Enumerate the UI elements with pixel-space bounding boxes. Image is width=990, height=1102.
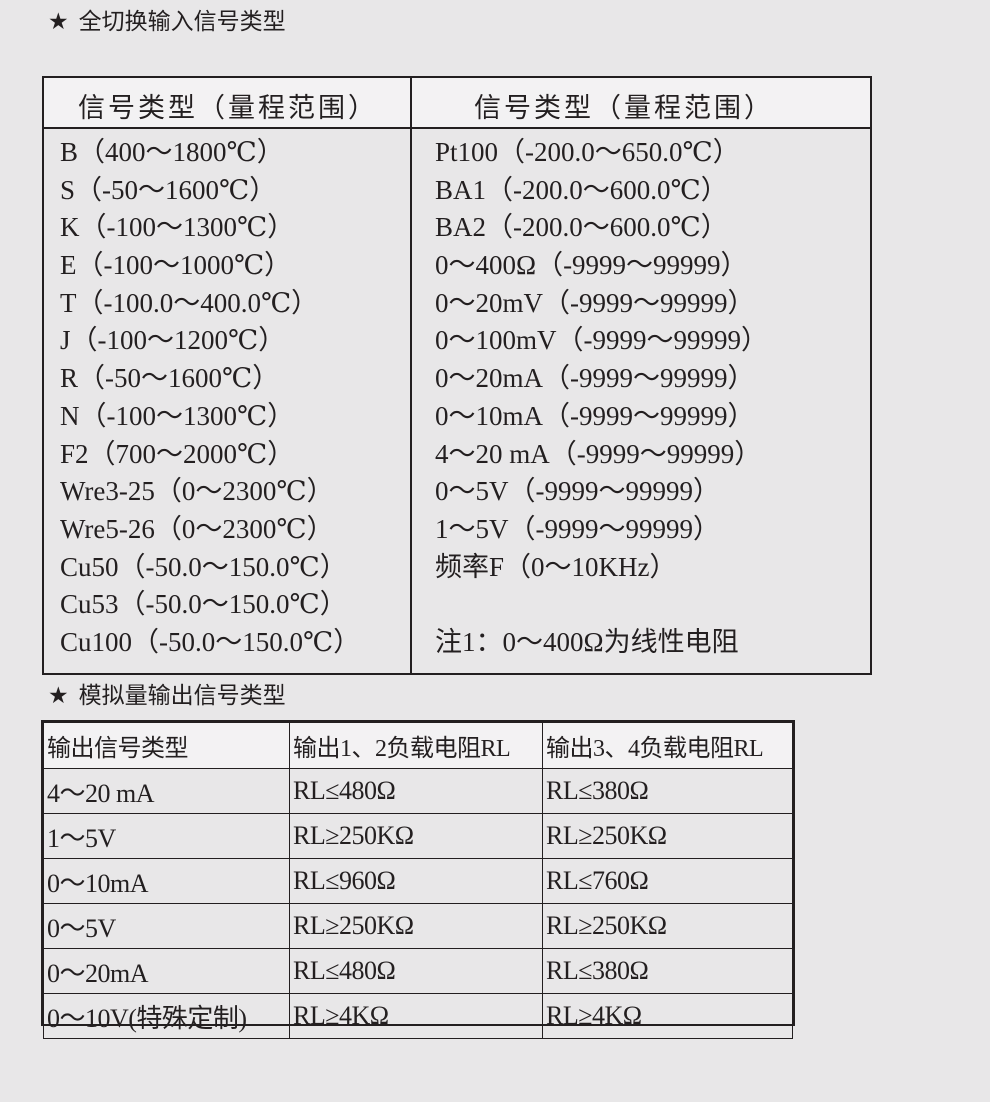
left-column: B（400～1800℃） S（-50～1600℃） K（-100～1300℃） E（-… (60, 134, 360, 662)
table-cell: 0～10mA (43, 858, 290, 904)
signal-type-item: T（-100.0～400.0℃） (60, 287, 319, 318)
column-header: 输出3、4负载电阻RL (542, 722, 793, 769)
star-icon: ★ (48, 9, 69, 35)
table-row: 0～10mA RL≤960Ω RL≤760Ω (43, 858, 793, 904)
table-cell: RL≤480Ω (289, 768, 543, 814)
table-cell: 0～20mA (43, 948, 290, 994)
table-cell: RL≥250KΩ (289, 813, 543, 859)
signal-type-item: BA1（-200.0～600.0℃） (435, 174, 728, 205)
input-signal-table: 信号类型（量程范围） 信号类型（量程范围） B（400～1800℃） S（-50～… (42, 76, 872, 675)
table-cell: 1～5V (43, 813, 290, 859)
table-cell: RL≥250KΩ (542, 903, 793, 949)
table-header-row: 输出信号类型 输出1、2负载电阻RL 输出3、4负载电阻RL (43, 722, 793, 769)
table-cell: RL≥250KΩ (289, 903, 543, 949)
table-cell: RL≤960Ω (289, 858, 543, 904)
table-cell: RL≤480Ω (289, 948, 543, 994)
signal-type-item: 0～20mV（-9999～99999） (435, 287, 755, 318)
signal-type-item: Pt100（-200.0～650.0℃） (435, 137, 740, 167)
signal-type-item: 0～10mA（-9999～99999） (435, 400, 755, 431)
output-signal-table: 输出信号类型 输出1、2负载电阻RL 输出3、4负载电阻RL 4～20 mA RL≤48… (41, 720, 795, 1039)
column-divider (410, 78, 412, 673)
section-heading-input-types: ★ 全切换输入信号类型 (48, 2, 286, 36)
heading-text: 全切换输入信号类型 (78, 9, 286, 35)
table-row: 0～10V(特殊定制) RL≥4KΩ RL≥4KΩ (43, 993, 793, 1039)
signal-type-item: 1～5V（-9999～99999） (435, 513, 720, 544)
table-cell: RL≤380Ω (542, 768, 793, 814)
table-cell: RL≥4KΩ (289, 993, 543, 1039)
signal-type-item: S（-50～1600℃） (60, 174, 277, 205)
signal-type-item: 0～20mA（-9999～99999） (435, 363, 755, 394)
heading-text: 模拟量输出信号类型 (78, 683, 286, 709)
table-cell: RL≥250KΩ (542, 813, 793, 859)
signal-type-item: 频率F（0～10KHz） (435, 551, 677, 582)
note-text: 注1：0～400Ω为线性电阻 (435, 626, 739, 657)
table-row: 1～5V RL≥250KΩ RL≥250KΩ (43, 813, 793, 859)
signal-type-item: F2（700～2000℃） (60, 438, 295, 469)
signal-type-item: 0～100mV（-9999～99999） (435, 325, 768, 356)
column-header: 输出信号类型 (43, 722, 290, 769)
signal-type-item: B（400～1800℃） (60, 137, 284, 167)
table-cell: 4～20 mA (43, 768, 290, 814)
table-header (44, 78, 870, 129)
signal-type-item: J（-100～1200℃） (60, 325, 286, 356)
signal-type-item: 0～400Ω（-9999～99999） (435, 250, 748, 281)
table-row: 0～20mA RL≤480Ω RL≤380Ω (43, 948, 793, 994)
column-header: 输出1、2负载电阻RL (289, 722, 543, 769)
star-icon: ★ (48, 683, 69, 709)
signal-type-item: R（-50～1600℃） (60, 363, 280, 394)
table-cell: RL≥4KΩ (542, 993, 793, 1039)
signal-type-item: 0～5V（-9999～99999） (435, 476, 720, 507)
signal-type-item: Wre3-25（0～2300℃） (60, 476, 334, 507)
table-cell: 0～10V(特殊定制) (43, 993, 290, 1039)
right-column: Pt100（-200.0～650.0℃） BA1（-200.0～600.0℃） BA… (435, 134, 768, 662)
signal-type-item (435, 586, 768, 624)
signal-type-item: BA2（-200.0～600.0℃） (435, 212, 728, 243)
table-row: 4～20 mA RL≤480Ω RL≤380Ω (43, 768, 793, 814)
signal-type-item: Cu53（-50.0～150.0℃） (60, 589, 347, 620)
signal-type-item: Cu100（-50.0～150.0℃） (60, 626, 361, 657)
section-heading-output-types: ★ 模拟量输出信号类型 (48, 676, 286, 710)
table-cell: 0～5V (43, 903, 290, 949)
signal-type-item: 4～20 mA（-9999～99999） (435, 438, 762, 469)
table-row: 0～5V RL≥250KΩ RL≥250KΩ (43, 903, 793, 949)
header-left: 信号类型（量程范围） (78, 93, 378, 123)
signal-type-item: E（-100～1000℃） (60, 250, 292, 281)
signal-type-item: Wre5-26（0～2300℃） (60, 513, 334, 544)
signal-type-item: N（-100～1300℃） (60, 400, 295, 431)
header-right: 信号类型（量程范围） (474, 93, 774, 123)
table-cell: RL≤380Ω (542, 948, 793, 994)
signal-type-item: K（-100～1300℃） (60, 212, 295, 243)
table-cell: RL≤760Ω (542, 858, 793, 904)
signal-type-item: Cu50（-50.0～150.0℃） (60, 551, 347, 582)
